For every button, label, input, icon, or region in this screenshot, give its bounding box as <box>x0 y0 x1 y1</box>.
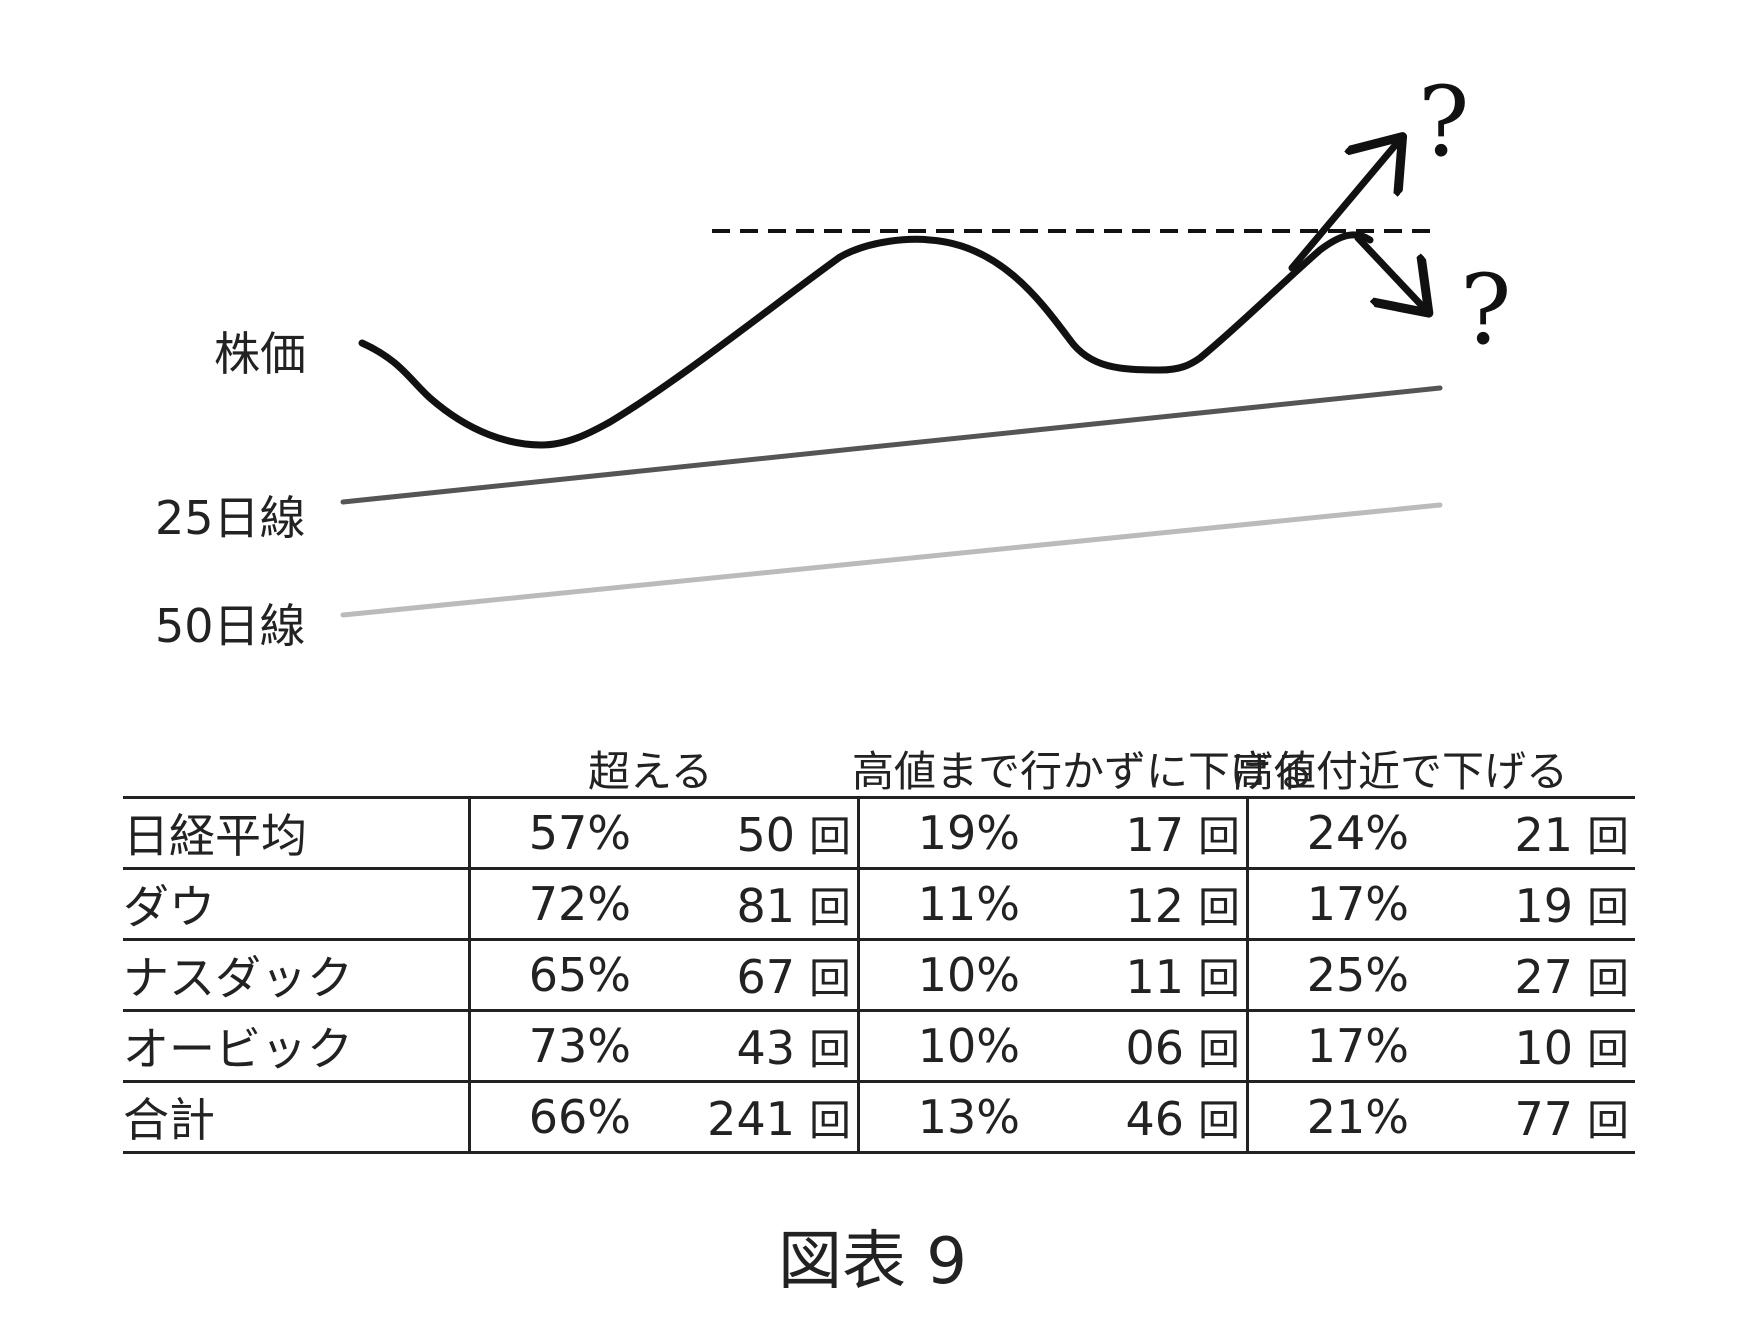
count-unit: 回 <box>1197 811 1240 861</box>
count-value: 11 <box>1125 949 1184 1004</box>
count-unit: 回 <box>1586 953 1629 1003</box>
count-cell: 67 回 <box>631 938 859 1012</box>
question-mark-down: ? <box>1460 254 1512 366</box>
percent-cell: 73% <box>468 1009 631 1083</box>
count-unit: 回 <box>808 1024 851 1074</box>
count-cell: 06 回 <box>1020 1009 1248 1083</box>
table-row: 合計 66% 241 回 13% 46 回 21% 77 回 <box>123 1080 1635 1154</box>
row-name: ダウ <box>123 867 470 941</box>
ma50-line <box>340 502 1443 618</box>
count-value: 17 <box>1125 807 1184 862</box>
count-unit: 回 <box>1197 1095 1240 1145</box>
percent-cell: 19% <box>857 796 1020 870</box>
row-name: ナスダック <box>123 938 470 1012</box>
count-value: 43 <box>736 1020 795 1075</box>
count-unit: 回 <box>808 882 851 932</box>
count-cell: 12 回 <box>1020 867 1248 941</box>
percent-cell: 10% <box>857 1009 1020 1083</box>
row-name: オービック <box>123 1009 470 1083</box>
price-label: 株価 <box>214 327 306 381</box>
count-cell: 27 回 <box>1409 938 1635 1012</box>
percent-cell: 24% <box>1246 796 1409 870</box>
percent-cell: 66% <box>468 1080 631 1154</box>
percent-cell: 17% <box>1246 1009 1409 1083</box>
count-unit: 回 <box>1586 1095 1629 1145</box>
count-unit: 回 <box>808 1095 851 1145</box>
count-cell: 11 回 <box>1020 938 1248 1012</box>
ma50-label: 50日線 <box>155 599 306 653</box>
count-value: 81 <box>736 878 795 933</box>
count-cell: 46 回 <box>1020 1080 1248 1154</box>
count-unit: 回 <box>808 811 851 861</box>
count-value: 241 <box>707 1091 795 1146</box>
pullback-arrow <box>1354 234 1424 308</box>
ma25-label: 25日線 <box>155 491 306 545</box>
ma25-line <box>340 385 1443 505</box>
count-value: 21 <box>1514 807 1573 862</box>
count-unit: 回 <box>1586 882 1629 932</box>
table-row: ナスダック 65% 67 回 10% 11 回 25% 27 回 <box>123 938 1635 1012</box>
count-unit: 回 <box>1197 953 1240 1003</box>
count-cell: 50 回 <box>631 796 859 870</box>
percent-cell: 57% <box>468 796 631 870</box>
count-cell: 10 回 <box>1409 1009 1635 1083</box>
price-line <box>358 231 1374 449</box>
count-value: 77 <box>1514 1091 1573 1146</box>
count-value: 46 <box>1125 1091 1184 1146</box>
breakout-arrow <box>1288 142 1398 272</box>
percent-cell: 72% <box>468 867 631 941</box>
figure-caption: 図表 9 <box>777 1225 968 1299</box>
table-row: 日経平均 57% 50 回 19% 17 回 24% 21 回 <box>123 796 1635 870</box>
table-row: ダウ 72% 81 回 11% 12 回 17% 19 回 <box>123 867 1635 941</box>
price-diagram: 株価 25日線 50日線 ? ? <box>155 0 1512 653</box>
count-cell: 17 回 <box>1020 796 1248 870</box>
column-header-not-reach: 高値まで行かずに下げる <box>852 747 1315 796</box>
table-row: オービック 73% 43 回 10% 06 回 17% 10 回 <box>123 1009 1635 1083</box>
percent-cell: 21% <box>1246 1080 1409 1154</box>
count-value: 12 <box>1125 878 1184 933</box>
count-unit: 回 <box>1586 811 1629 861</box>
count-cell: 21 回 <box>1409 796 1635 870</box>
question-mark-up: ? <box>1418 66 1470 178</box>
count-value: 50 <box>736 807 795 862</box>
percent-cell: 11% <box>857 867 1020 941</box>
count-cell: 77 回 <box>1409 1080 1635 1154</box>
diagram-canvas <box>340 0 1443 618</box>
count-value: 67 <box>736 949 795 1004</box>
row-name: 合計 <box>123 1080 470 1154</box>
count-cell: 81 回 <box>631 867 859 941</box>
count-cell: 241 回 <box>631 1080 859 1154</box>
percent-cell: 25% <box>1246 938 1409 1012</box>
stats-table: 日経平均 57% 50 回 19% 17 回 24% 21 回ダウ 72% 81 回 11% 12 回 17% 1… <box>123 796 1635 1154</box>
column-header-exceed: 超える <box>588 747 713 796</box>
count-unit: 回 <box>1197 1024 1240 1074</box>
row-name: 日経平均 <box>123 796 470 870</box>
count-value: 27 <box>1514 949 1573 1004</box>
count-unit: 回 <box>1586 1024 1629 1074</box>
count-unit: 回 <box>1197 882 1240 932</box>
count-unit: 回 <box>808 953 851 1003</box>
count-cell: 19 回 <box>1409 867 1635 941</box>
percent-cell: 13% <box>857 1080 1020 1154</box>
percent-cell: 10% <box>857 938 1020 1012</box>
count-value: 19 <box>1514 878 1573 933</box>
count-value: 10 <box>1514 1020 1573 1075</box>
column-header-near-high: 高値付近で下げる <box>1232 747 1569 796</box>
percent-cell: 17% <box>1246 867 1409 941</box>
count-cell: 43 回 <box>631 1009 859 1083</box>
count-value: 06 <box>1125 1020 1184 1075</box>
percent-cell: 65% <box>468 938 631 1012</box>
